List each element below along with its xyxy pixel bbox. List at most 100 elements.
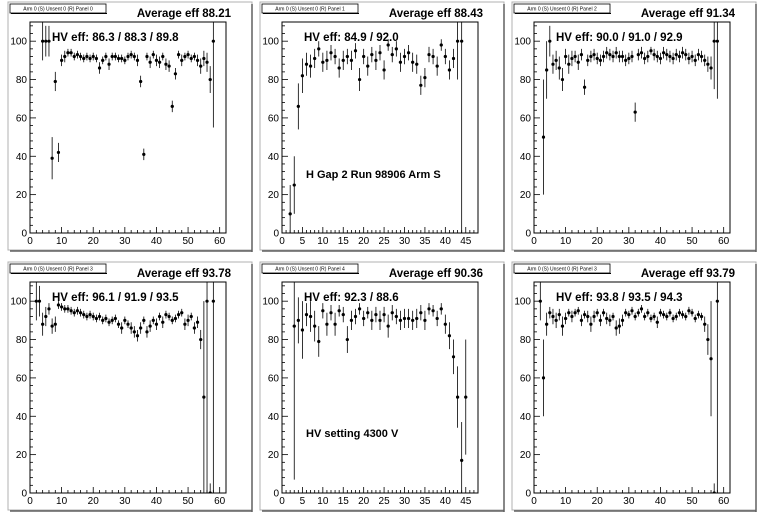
data-point <box>72 54 76 59</box>
chart-panel-0: Arm 0 (S) Unsent 0 (R) Panel 0 Average ef… <box>7 1 253 252</box>
data-point <box>582 313 587 317</box>
x-tick-label: 5 <box>300 496 306 507</box>
data-series <box>41 22 215 180</box>
chart-title: Arm 0 (S) Unsent 0 (R) Panel 3 <box>23 267 93 273</box>
data-point <box>677 54 682 59</box>
data-point <box>34 299 38 303</box>
data-point <box>564 316 568 321</box>
data-point <box>325 322 329 326</box>
data-point <box>627 56 631 61</box>
data-point <box>341 313 345 317</box>
data-point <box>567 62 571 66</box>
data-point <box>665 53 669 57</box>
x-tick-label: 50 <box>183 496 195 507</box>
data-point <box>696 313 700 317</box>
y-tick-label: 0 <box>273 229 279 240</box>
data-point <box>202 395 206 399</box>
data-point <box>548 39 552 43</box>
x-tick-label: 45 <box>460 496 472 507</box>
x-tick-label: 30 <box>623 496 635 507</box>
y-tick-label: 100 <box>514 37 531 48</box>
data-point <box>353 314 358 319</box>
data-point <box>573 311 577 315</box>
data-point <box>579 318 584 322</box>
data-point <box>696 53 700 57</box>
data-point <box>47 307 51 311</box>
data-point <box>564 54 568 59</box>
x-tick-label: 10 <box>560 496 572 507</box>
y-tick-label: 20 <box>268 450 280 461</box>
y-tick-label: 100 <box>10 297 27 308</box>
y-tick-label: 80 <box>16 75 28 86</box>
y-tick-label: 60 <box>268 113 280 124</box>
data-point <box>211 39 215 43</box>
data-point <box>123 58 127 62</box>
data-point <box>370 318 374 322</box>
data-point <box>668 54 672 59</box>
data-point <box>624 58 628 62</box>
data-point <box>592 314 596 319</box>
data-point <box>693 316 697 321</box>
data-point <box>341 58 345 62</box>
data-point <box>627 313 631 317</box>
x-tick-label: 30 <box>119 496 131 507</box>
data-point <box>439 307 443 311</box>
data-point <box>91 314 95 319</box>
chart-panel-2: Arm 0 (S) Unsent 0 (R) Panel 2 Average ef… <box>511 1 757 252</box>
data-point <box>72 311 76 315</box>
data-point <box>579 53 584 57</box>
data-point <box>151 318 155 322</box>
hv-eff-label: HV eff: 86.3 / 88.3 / 89.8 <box>52 32 179 44</box>
data-point <box>107 62 111 66</box>
data-point <box>288 212 292 216</box>
data-series <box>541 22 719 195</box>
x-tick-label: 35 <box>419 236 431 247</box>
data-point <box>186 53 190 57</box>
data-point <box>655 54 659 59</box>
panel-frame <box>511 1 757 251</box>
data-point <box>88 56 92 61</box>
y-tick-label: 60 <box>520 113 532 124</box>
data-point <box>296 104 300 108</box>
data-point <box>620 54 625 59</box>
data-point <box>66 51 70 55</box>
data-point <box>601 54 606 59</box>
data-point <box>439 43 443 47</box>
x-tick-label: 25 <box>379 236 391 247</box>
x-tick-label: 45 <box>460 236 472 247</box>
data-point <box>123 318 127 322</box>
data-point <box>110 54 114 59</box>
data-point <box>304 313 309 317</box>
data-point <box>636 311 640 315</box>
data-series <box>292 282 468 493</box>
data-point <box>362 54 366 59</box>
data-point <box>132 54 136 59</box>
y-tick-label: 100 <box>10 37 27 48</box>
data-point <box>595 311 599 315</box>
data-point <box>573 54 577 59</box>
data-point <box>570 314 574 319</box>
data-point <box>120 56 124 61</box>
data-point <box>712 491 716 493</box>
data-point <box>164 313 168 317</box>
data-point <box>680 51 685 55</box>
data-point <box>680 313 685 317</box>
data-point <box>333 322 337 326</box>
data-point <box>345 54 349 59</box>
data-point <box>142 318 146 322</box>
data-point <box>386 43 390 47</box>
data-point <box>370 53 374 57</box>
data-point <box>715 299 719 303</box>
y-tick-label: 20 <box>16 190 28 201</box>
data-point <box>447 334 452 338</box>
data-point <box>598 318 602 322</box>
y-tick-label: 40 <box>520 152 532 163</box>
data-point <box>611 314 615 319</box>
hv-eff-label: HV eff: 93.8 / 93.5 / 94.3 <box>556 292 683 304</box>
x-tick-label: 10 <box>317 236 329 247</box>
data-point <box>313 324 317 328</box>
chart-title: Arm 0 (S) Unsent 0 (R) Panel 1 <box>275 7 345 13</box>
data-point <box>447 68 452 72</box>
data-point <box>75 309 80 313</box>
